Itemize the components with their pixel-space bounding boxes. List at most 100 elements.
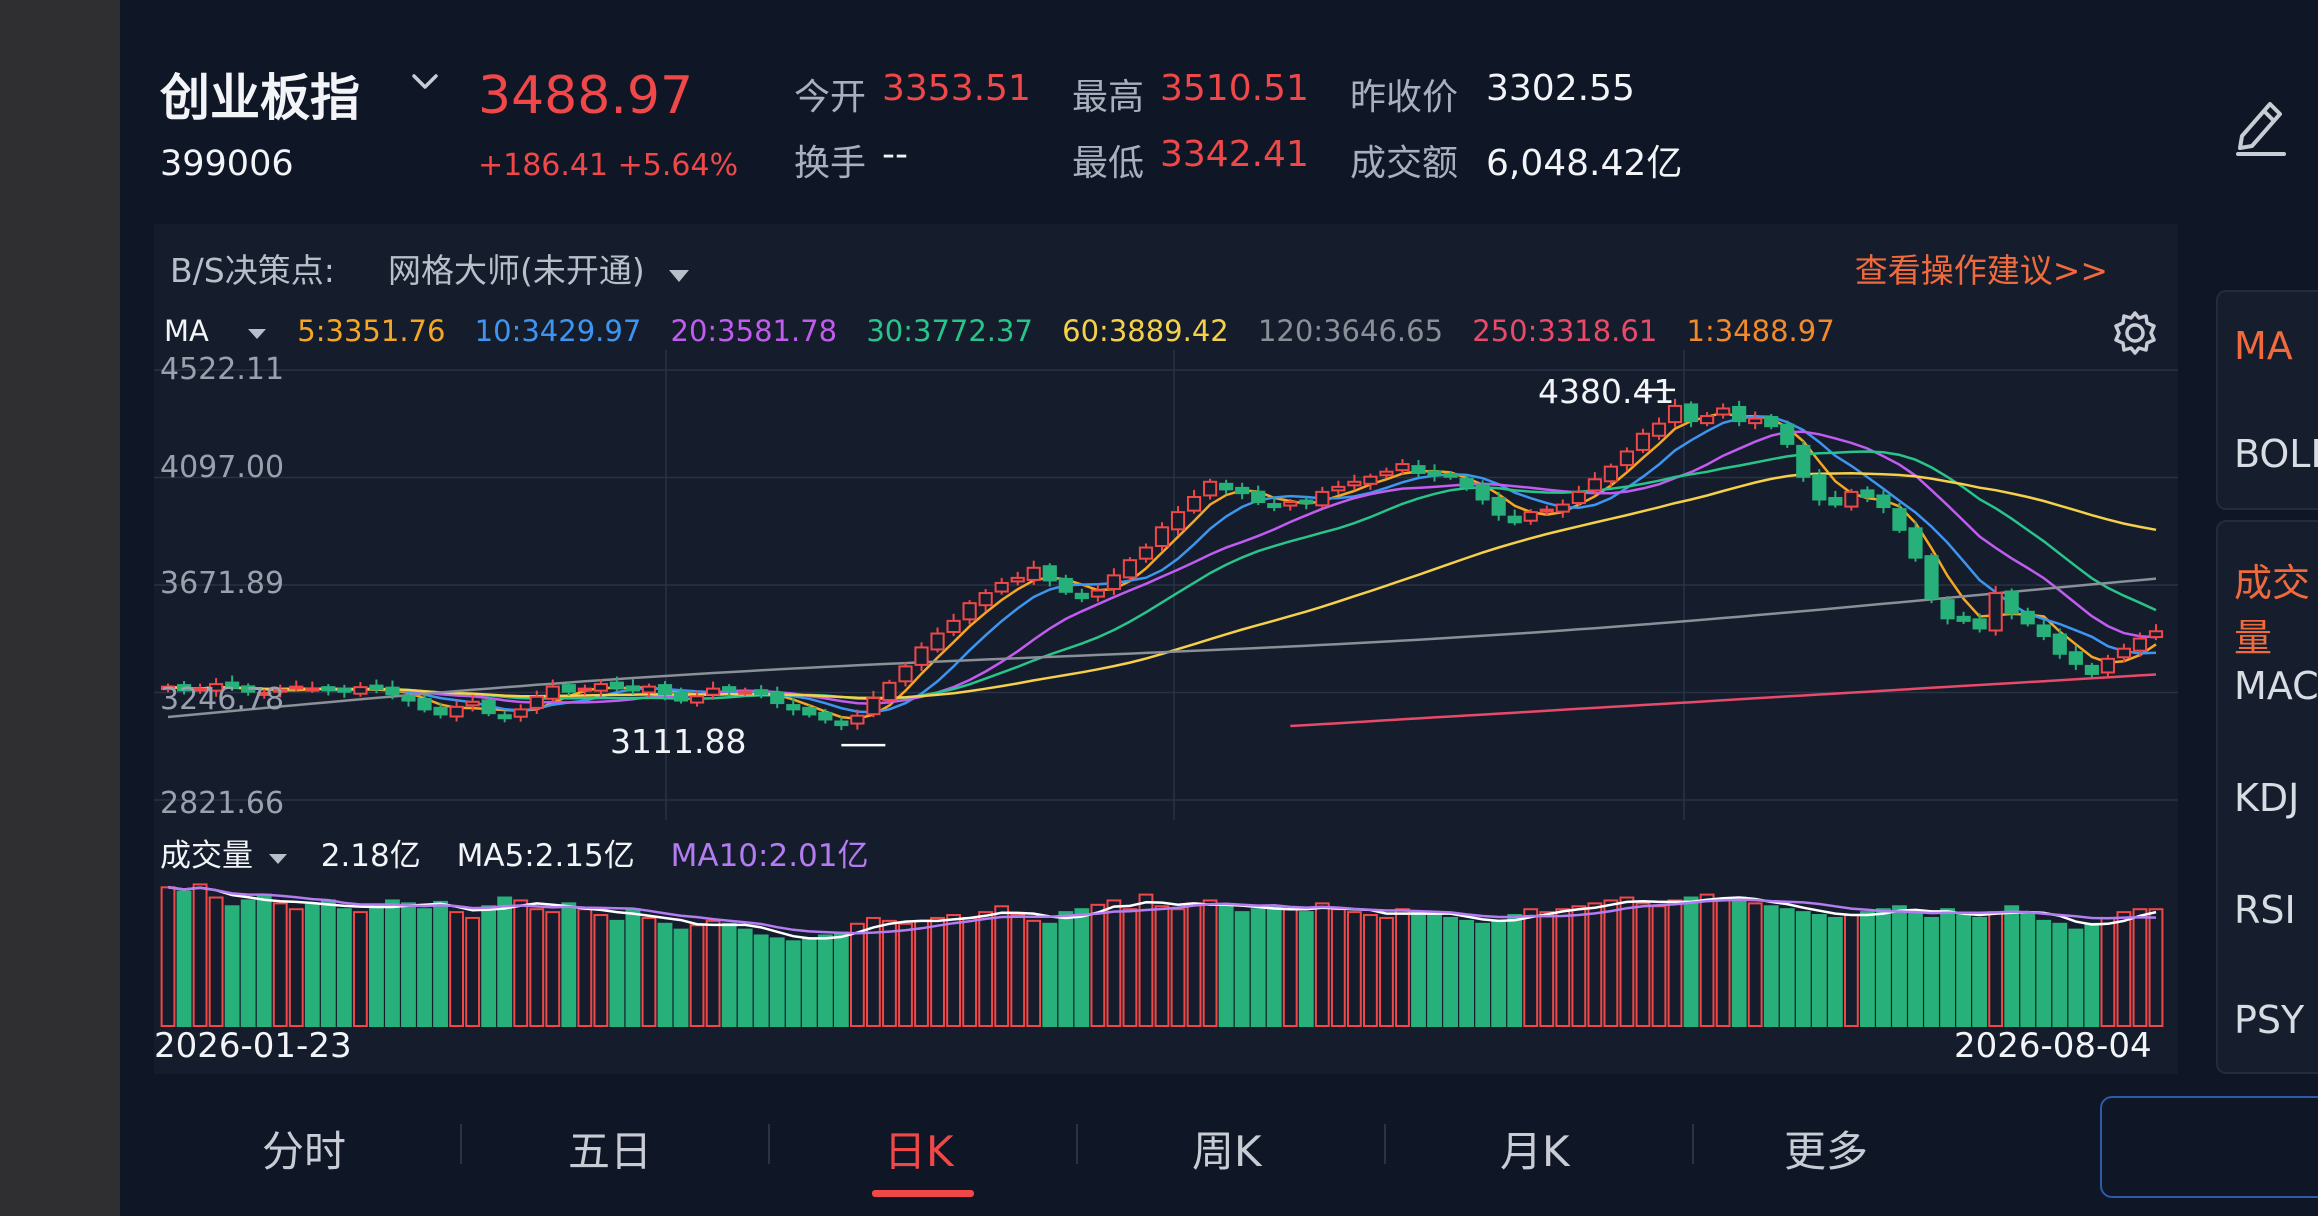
ma-legend: MA 5:3351.76 10:3429.97 20:3581.78 30:37… [164,314,1855,348]
edit-pencil-icon[interactable] [2232,90,2288,160]
tab-weekly-k[interactable]: 周K [1192,1127,1262,1176]
indicator-ma[interactable]: MA [2234,324,2293,368]
candlestick [289,680,304,692]
candlestick [657,681,673,701]
volume-bar [1042,922,1058,1027]
candlestick [529,690,544,714]
ma10-legend: 10:3429.97 [474,314,642,348]
tab-daily-k[interactable]: 日K [884,1127,954,1176]
candlestick [577,684,592,696]
indicator-panel-main: MA BOLL [2216,290,2318,510]
index-name[interactable]: 创业板指 [160,69,360,127]
candlestick [673,687,689,704]
candlestick [2100,654,2115,677]
volume-bar [1603,899,1619,1027]
volume-bar [2100,916,2116,1027]
tab-intraday[interactable]: 分时 [262,1127,347,1176]
candlestick [1860,486,1875,503]
candlestick [1170,506,1186,536]
volume-bar [2068,928,2084,1027]
candlestick [465,694,480,712]
candlestick [481,697,496,717]
candlestick [1363,473,1378,490]
tab-separator [1692,1124,1694,1164]
candlestick [1683,401,1699,428]
candlestick [1042,563,1057,587]
volume-bar [1411,911,1426,1027]
prev-close-label: 昨收价 [1350,77,1459,118]
tab-monthly-k[interactable]: 月K [1500,1127,1570,1176]
candlestick [160,683,176,693]
candlestick [1267,496,1282,512]
ma-selector[interactable]: MA [164,314,277,348]
volume-bar [385,899,400,1027]
volume-bar [801,937,817,1027]
volume-bar [673,928,689,1027]
candlestick [850,709,865,730]
candlestick [1844,488,1859,511]
volume-bar [1026,919,1042,1028]
volume-bar [1827,916,1843,1027]
candlestick [1876,490,1891,514]
ma-line-ma250 [1290,673,2157,728]
candlestick [866,690,881,718]
chart-settings-gear-icon[interactable] [2110,308,2160,362]
volume-bar [1795,911,1811,1027]
candlestick [561,682,576,696]
volume-bar [1282,908,1298,1028]
candlestick [1924,553,1939,604]
candlestick [176,681,192,695]
y-tick-label: 4097.00 [160,450,285,485]
candlestick [914,642,929,671]
price-chart[interactable] [154,350,2178,820]
volume-bar [1186,902,1202,1027]
candlestick [497,711,512,723]
candlestick [1635,428,1651,453]
volume-bar [1892,905,1907,1027]
volume-bar [593,914,609,1027]
volume-bar [1523,908,1539,1028]
volume-bar [1122,908,1138,1028]
grid-strategy-select[interactable]: 网格大师(未开通) [388,244,691,292]
volume-bar [689,924,705,1027]
volume-bar [497,896,513,1027]
volume-bar [1908,911,1923,1027]
candlestick [1940,596,1955,625]
indicator-macd[interactable]: MACD [2234,664,2318,708]
volume-bar [2036,919,2052,1028]
candlestick [1010,571,1025,586]
volume-bar [849,922,865,1027]
tab-five-day[interactable]: 五日 [568,1127,653,1176]
candlestick [1251,485,1266,506]
floating-action-panel[interactable] [2100,1096,2318,1198]
volume-bar [1876,908,1891,1028]
indicator-boll[interactable]: BOLL [2234,432,2318,476]
chevron-down-icon[interactable] [410,70,440,98]
candlestick [962,600,977,625]
ma-selector-text: MA [164,314,209,348]
candlestick [1427,464,1442,482]
view-advice-link[interactable]: 查看操作建议>> [1854,251,2108,290]
volume-bar [1571,905,1587,1027]
candlestick [433,702,448,719]
indicator-psy[interactable]: PSY [2234,998,2305,1042]
volume-chart[interactable] [154,860,2178,1030]
candlestick [1299,496,1314,510]
candlestick [689,690,705,707]
volume-bar [1090,903,1106,1027]
volume-bar [1379,916,1394,1027]
volume-bar [753,934,769,1027]
indicator-rsi[interactable]: RSI [2234,888,2296,932]
indicator-volume[interactable]: 成交量 [2234,561,2311,660]
candlestick [1972,613,1987,633]
indicator-kdj[interactable]: KDJ [2234,776,2300,820]
tab-more[interactable]: 更多 [1784,1127,1869,1176]
volume-bar [2020,911,2036,1027]
y-tick-label: 3246.78 [160,682,285,717]
candlestick [1667,398,1683,428]
volume-bar [2004,905,2020,1027]
candlestick [417,694,432,713]
tab-separator [768,1124,770,1164]
candlestick [209,678,224,697]
volume-bar [721,922,737,1027]
